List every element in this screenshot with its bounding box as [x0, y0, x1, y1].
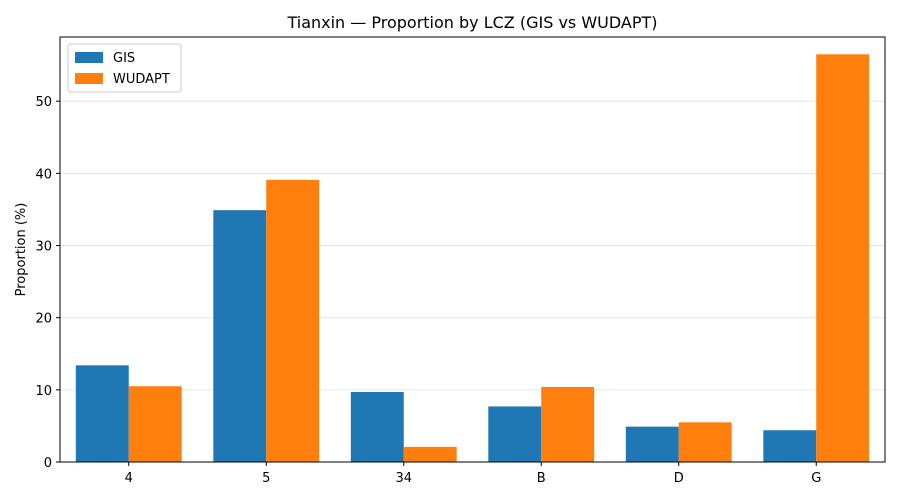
x-axis-ticks: 4 5 34 B D G: [125, 462, 821, 486]
legend-items: GIS WUDAPT: [75, 51, 170, 87]
chart-title: Tianxin — Proportion by LCZ (GIS vs WUDA…: [286, 13, 657, 32]
bar-gis-g: [763, 430, 817, 462]
y-tick-label: 0: [44, 456, 52, 471]
x-tick-label: G: [811, 471, 821, 486]
bars: [75, 54, 870, 463]
y-tick-label: 10: [35, 384, 52, 399]
y-tick-label: 20: [35, 312, 52, 327]
bar-gis-4: [75, 365, 129, 462]
y-axis-ticks: 0 10 20 30 40 50: [35, 95, 60, 471]
plot-frame: [59, 36, 886, 463]
legend-label-wudapt: WUDAPT: [113, 72, 170, 87]
legend-swatch-wudapt: [75, 73, 103, 84]
bar-wudapt-34: [403, 446, 457, 462]
x-tick-label: D: [674, 471, 684, 486]
legend-swatch-gis: [75, 52, 103, 63]
bar-wudapt-b: [541, 386, 595, 462]
x-tick-label: 4: [125, 471, 133, 486]
x-tick-label: B: [537, 471, 546, 486]
bar-wudapt-4: [128, 386, 182, 462]
bar-wudapt-g: [816, 54, 870, 463]
y-axis-label: Proportion (%): [14, 203, 29, 297]
bar-gis-d: [625, 426, 679, 462]
x-tick-label: 34: [395, 471, 412, 486]
y-tick-label: 40: [35, 167, 52, 182]
bar-gis-5: [213, 210, 267, 462]
bar-gis-34: [350, 392, 404, 462]
bar-wudapt-5: [266, 179, 320, 462]
y-tick-label: 50: [35, 95, 52, 110]
x-tick-label: 5: [262, 471, 270, 486]
legend-label-gis: GIS: [113, 51, 135, 66]
bar-wudapt-d: [678, 422, 732, 462]
legend: GIS WUDAPT: [67, 43, 182, 93]
bar-gis-b: [488, 406, 542, 462]
y-tick-label: 30: [35, 240, 52, 255]
